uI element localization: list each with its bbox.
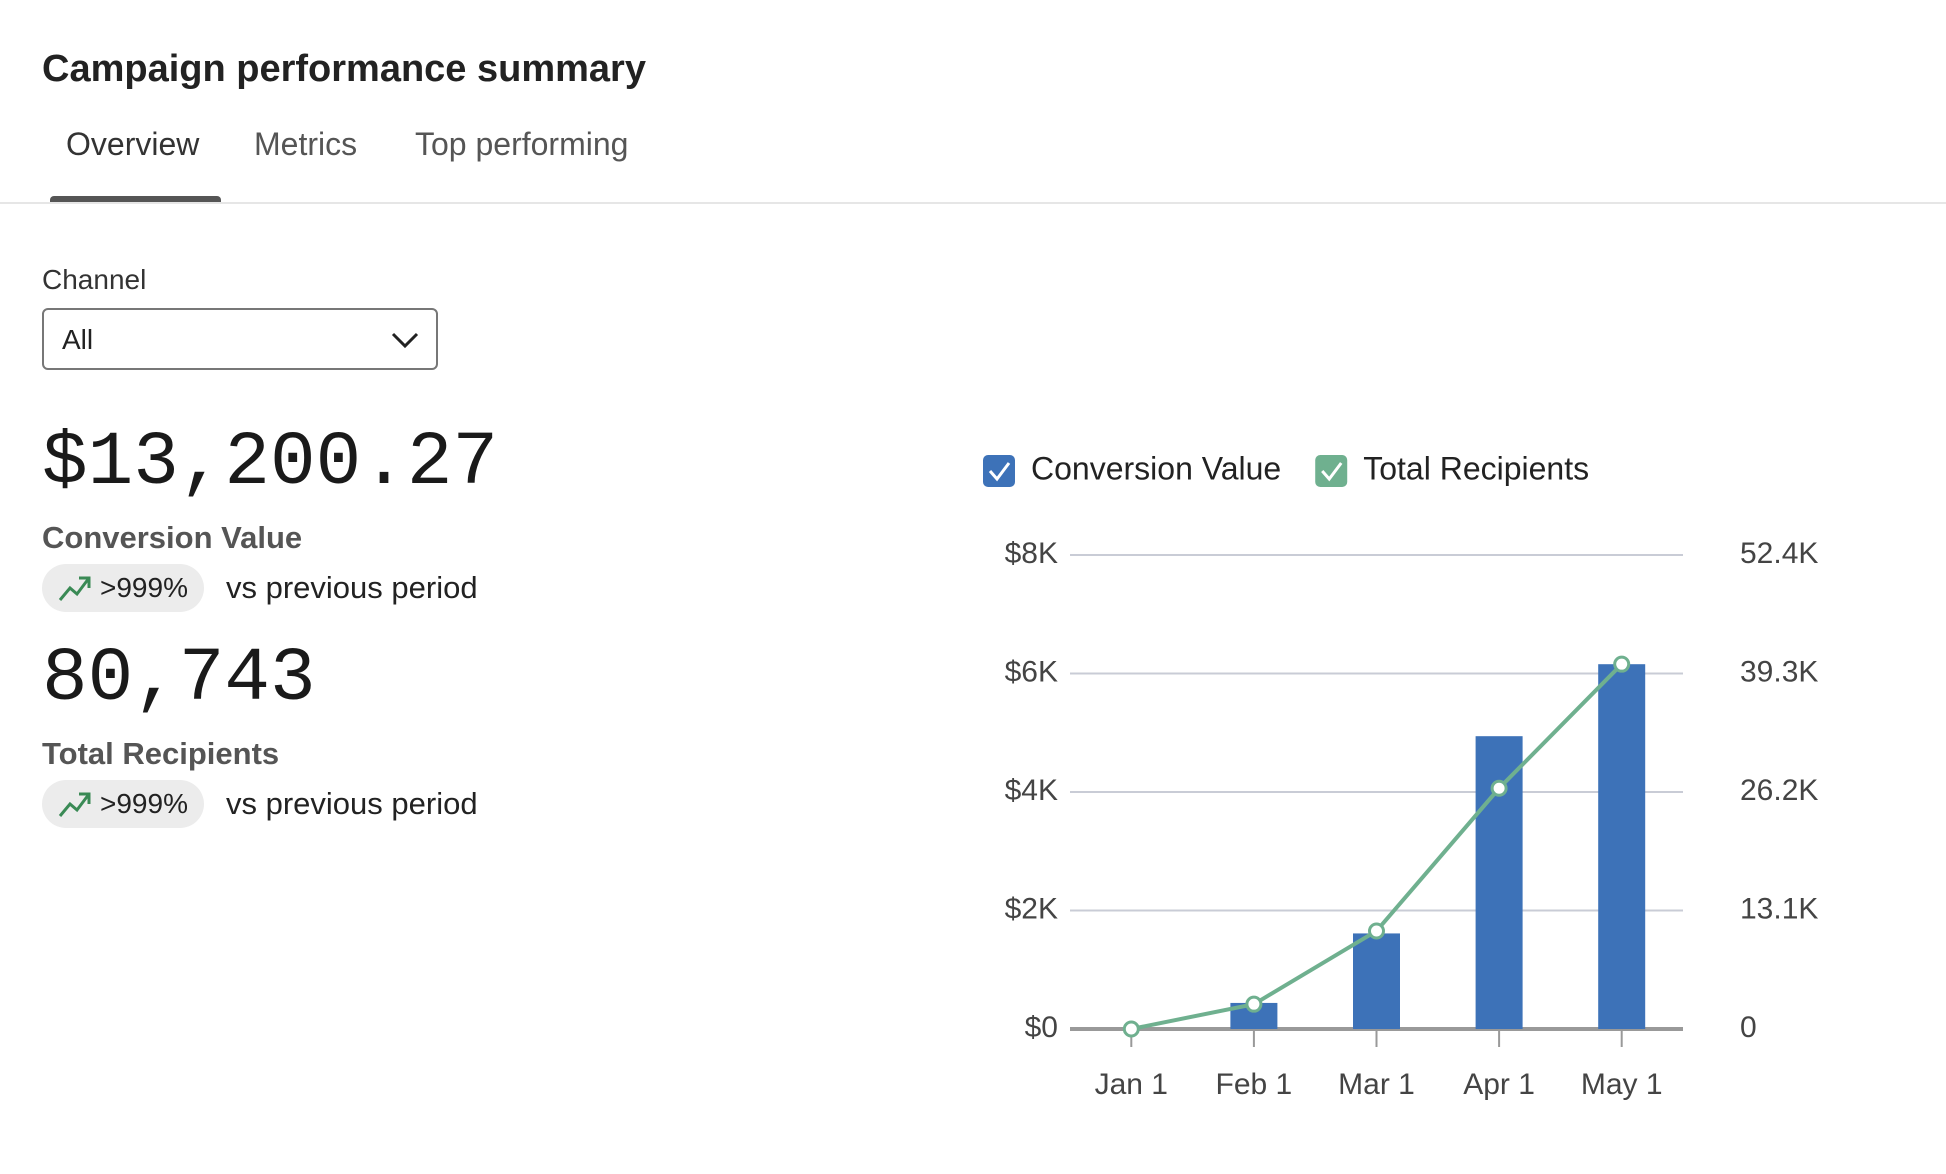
metric-value: 80,743 xyxy=(42,636,316,722)
x-tick-label: Apr 1 xyxy=(1463,1068,1535,1101)
trend-icon xyxy=(58,792,91,817)
change-badge: >999% xyxy=(42,780,204,828)
bar xyxy=(1598,664,1646,1029)
metric-label: Conversion Value xyxy=(42,520,303,555)
y2-tick-label: 26.2K xyxy=(1740,774,1818,807)
legend-label: Conversion Value xyxy=(1031,450,1281,486)
comparison-text: vs previous period xyxy=(226,570,478,605)
legend-label: Total Recipients xyxy=(1363,450,1589,486)
line-point xyxy=(1122,1020,1140,1038)
line-point xyxy=(1368,922,1385,940)
line-point xyxy=(1490,779,1508,797)
trend-icon xyxy=(58,576,91,601)
change-badge: >999% xyxy=(42,564,204,612)
line-point xyxy=(1613,655,1631,673)
y-tick-label: $2K xyxy=(1005,892,1058,925)
legend-item[interactable]: Conversion Value xyxy=(983,450,1281,487)
legend-checkbox xyxy=(1315,455,1348,487)
y2-tick-label: 52.4K xyxy=(1740,537,1818,570)
separator xyxy=(0,202,1946,204)
metric-label: Total Recipients xyxy=(42,736,280,771)
line-point xyxy=(1245,995,1263,1013)
check-icon xyxy=(1321,462,1343,482)
x-tick-label: Jan 1 xyxy=(1095,1068,1168,1101)
y2-tick-label: 39.3K xyxy=(1740,655,1818,688)
page-title: Campaign performance summary xyxy=(42,48,646,90)
tab-indicator xyxy=(50,196,221,204)
x-tick-label: Mar 1 xyxy=(1338,1068,1415,1101)
dropdown-value: All xyxy=(62,324,94,355)
bar xyxy=(1353,933,1400,1029)
legend-checkbox xyxy=(983,455,1015,487)
tab[interactable]: Overview xyxy=(66,126,200,162)
tab[interactable]: Top performing xyxy=(415,126,629,162)
check-icon xyxy=(988,462,1011,482)
filter-label: Channel xyxy=(42,264,147,295)
y2-tick-label: 0 xyxy=(1740,1011,1757,1044)
metric-value: $13,200.27 xyxy=(42,420,499,506)
y-tick-label: $4K xyxy=(1005,774,1058,807)
y-tick-label: $0 xyxy=(1025,1011,1058,1044)
comparison-text: vs previous period xyxy=(226,786,478,821)
tab[interactable]: Metrics xyxy=(254,126,358,162)
dropdown[interactable]: All xyxy=(42,308,438,370)
legend-item[interactable]: Total Recipients xyxy=(1315,450,1589,487)
change-value: >999% xyxy=(100,572,188,603)
x-tick-label: Feb 1 xyxy=(1216,1068,1293,1101)
change-value: >999% xyxy=(100,788,188,819)
y2-tick-label: 13.1K xyxy=(1740,892,1818,925)
y-tick-label: $6K xyxy=(1005,655,1058,688)
x-tick-label: May 1 xyxy=(1581,1068,1663,1101)
y-tick-label: $8K xyxy=(1005,537,1058,570)
chevron-icon xyxy=(391,332,419,349)
